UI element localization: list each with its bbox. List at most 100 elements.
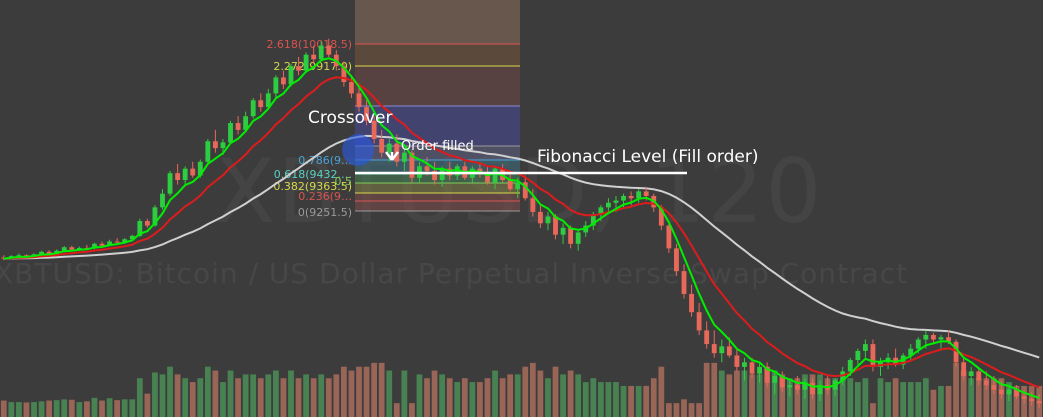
long-ma-line: [3, 134, 1040, 359]
candle-body: [303, 54, 309, 71]
candle-body: [976, 371, 982, 381]
candle-body: [258, 100, 264, 108]
volume-bar: [688, 403, 695, 417]
candle-body: [326, 45, 332, 55]
volume-bar: [650, 378, 657, 417]
candle-body: [235, 123, 241, 130]
candle-body: [575, 232, 581, 244]
volume-bar: [960, 370, 967, 417]
candle-body: [1021, 396, 1027, 399]
candle-body: [401, 152, 407, 162]
candle-body: [598, 207, 604, 215]
candle-body: [613, 200, 619, 203]
volume-bar: [862, 378, 869, 417]
volume-bar: [567, 370, 574, 417]
volume-bar: [590, 378, 597, 417]
volume-bar: [461, 378, 468, 417]
candle-body: [212, 141, 218, 149]
volume-bar: [560, 374, 566, 417]
candle-body: [545, 216, 551, 224]
candle-body: [190, 168, 196, 176]
volume-bar: [341, 366, 347, 417]
volume-bar: [529, 362, 536, 417]
candle-body: [432, 170, 438, 181]
candle-body: [999, 389, 1004, 395]
candle-body: [674, 248, 679, 272]
volume-bar: [582, 382, 589, 417]
candle-body: [454, 166, 460, 176]
candle-body: [439, 168, 445, 181]
candle-body: [281, 77, 286, 85]
volume-bar: [870, 403, 876, 417]
candle-body: [492, 168, 498, 183]
volume-bar: [393, 403, 400, 417]
fib-level-label: 0(9251.5): [298, 206, 352, 219]
volume-bar: [378, 362, 385, 417]
candle-body: [749, 362, 755, 374]
candle-body: [568, 227, 574, 244]
volume-bar: [409, 403, 415, 417]
candle-body: [356, 93, 362, 108]
candle-body: [590, 214, 596, 226]
candle-body: [726, 346, 732, 356]
volume-bar: [635, 385, 642, 417]
annotation-crossover: Crossover: [308, 108, 393, 128]
fib-zone: [355, 193, 520, 211]
candle-body: [666, 225, 672, 249]
volume-bar: [922, 378, 929, 417]
volume-bar: [129, 399, 136, 417]
volume-bar: [605, 382, 612, 417]
candle-body: [794, 385, 800, 390]
ema-slow-line: [3, 76, 1040, 389]
volume-bar: [38, 401, 45, 417]
candle-body: [968, 371, 974, 376]
volume-bar: [514, 374, 521, 417]
candle-body: [69, 247, 75, 250]
volume-bar: [847, 378, 854, 417]
volume-bar: [832, 378, 839, 417]
candle-body: [500, 168, 506, 181]
candle-body: [296, 66, 301, 71]
volume-bar: [885, 382, 891, 417]
candle-body: [757, 366, 762, 374]
volume-bar: [76, 402, 83, 417]
volume-bar: [628, 385, 634, 417]
volume-bar: [597, 382, 604, 417]
candle-body: [553, 216, 558, 235]
candle-body: [605, 202, 611, 208]
volume-bar: [877, 378, 884, 417]
candle-body: [847, 360, 853, 372]
volume-bar: [1013, 385, 1020, 417]
volume-bar: [613, 382, 619, 417]
volume-bar: [824, 378, 831, 417]
volume-bar: [718, 370, 725, 417]
candle-body: [704, 330, 710, 345]
volume-bar: [658, 366, 665, 417]
volume-bar: [242, 374, 249, 417]
fib-level-label: 0.382(9363.5): [273, 180, 352, 193]
volume-bar: [726, 374, 733, 417]
volume-bar: [114, 400, 121, 417]
annotation-order-filled: Order filled: [401, 139, 474, 154]
volume-bar: [454, 382, 461, 417]
volume-bar: [295, 378, 302, 417]
volume-bar: [975, 378, 982, 417]
candle-body: [250, 100, 256, 117]
candle-body: [779, 375, 785, 388]
volume-bar: [257, 378, 264, 417]
fib-level-label: 0.236(9…: [298, 190, 352, 203]
volume-bar: [333, 374, 340, 417]
volume-bar: [416, 374, 423, 417]
candle-body: [175, 173, 181, 181]
volume-bar: [265, 374, 272, 417]
volume-bar: [356, 366, 362, 417]
candle-body: [182, 168, 188, 181]
fib-zone: [355, 66, 520, 106]
annotation-fib-level: Fibonacci Level (Fill order): [537, 147, 759, 167]
candle-body: [114, 241, 120, 243]
candle-body: [908, 348, 914, 356]
candle-body: [628, 195, 634, 199]
candle-body: [197, 161, 203, 176]
